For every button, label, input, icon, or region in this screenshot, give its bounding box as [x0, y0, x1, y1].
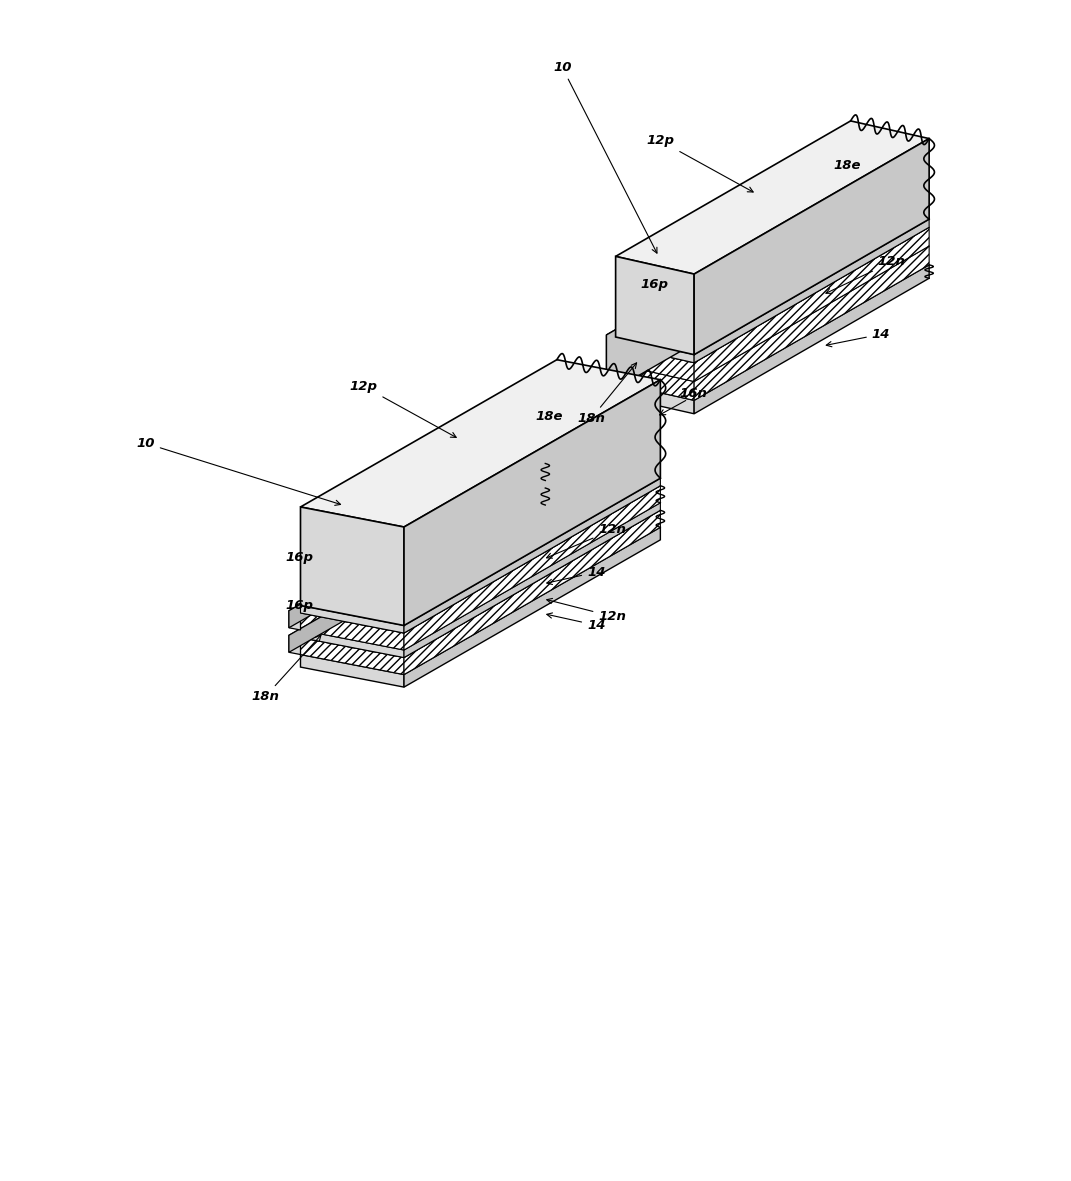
Polygon shape — [404, 485, 661, 650]
Polygon shape — [694, 138, 930, 354]
Polygon shape — [301, 613, 404, 650]
Polygon shape — [289, 488, 545, 652]
Polygon shape — [301, 508, 661, 674]
Text: 10: 10 — [136, 437, 341, 505]
Polygon shape — [301, 606, 404, 633]
Polygon shape — [694, 220, 930, 363]
Polygon shape — [616, 209, 930, 363]
Polygon shape — [616, 209, 930, 363]
Polygon shape — [301, 490, 661, 658]
Polygon shape — [606, 335, 616, 396]
Polygon shape — [606, 200, 850, 337]
Text: 12n: 12n — [826, 255, 906, 293]
Text: 14: 14 — [826, 328, 890, 347]
Polygon shape — [694, 265, 930, 413]
Text: 12n: 12n — [546, 523, 627, 559]
Polygon shape — [694, 227, 930, 381]
Text: 14: 14 — [547, 613, 605, 632]
Polygon shape — [289, 463, 557, 613]
Text: 14: 14 — [547, 566, 605, 585]
Polygon shape — [616, 228, 930, 381]
Polygon shape — [404, 380, 661, 626]
Text: 16p: 16p — [286, 599, 314, 612]
Polygon shape — [404, 478, 661, 633]
Polygon shape — [289, 488, 557, 638]
Polygon shape — [301, 465, 661, 633]
Polygon shape — [301, 490, 661, 658]
Polygon shape — [694, 246, 930, 400]
Polygon shape — [301, 360, 661, 527]
Polygon shape — [616, 337, 694, 363]
Text: 18n: 18n — [577, 363, 636, 425]
Text: 18e: 18e — [833, 159, 861, 172]
Text: 12p: 12p — [647, 135, 753, 193]
Polygon shape — [616, 247, 930, 400]
Text: 16p: 16p — [640, 279, 668, 292]
Polygon shape — [616, 120, 930, 274]
Polygon shape — [301, 507, 404, 626]
Polygon shape — [289, 635, 301, 654]
Text: 18e: 18e — [536, 411, 563, 424]
Polygon shape — [616, 364, 694, 400]
Polygon shape — [301, 629, 404, 658]
Text: 16p: 16p — [286, 550, 314, 563]
Polygon shape — [404, 527, 661, 687]
Text: 12p: 12p — [349, 380, 456, 437]
Polygon shape — [616, 345, 694, 381]
Polygon shape — [289, 611, 301, 629]
Polygon shape — [301, 465, 661, 633]
Polygon shape — [606, 200, 842, 394]
Polygon shape — [301, 638, 404, 674]
Text: 12n: 12n — [547, 599, 627, 622]
Text: 18n: 18n — [251, 635, 321, 704]
Polygon shape — [404, 503, 661, 658]
Text: 10: 10 — [553, 61, 657, 253]
Polygon shape — [616, 256, 694, 354]
Polygon shape — [616, 383, 694, 413]
Text: 16n: 16n — [680, 387, 708, 400]
Polygon shape — [404, 510, 661, 674]
Polygon shape — [301, 654, 404, 687]
Polygon shape — [289, 463, 545, 628]
